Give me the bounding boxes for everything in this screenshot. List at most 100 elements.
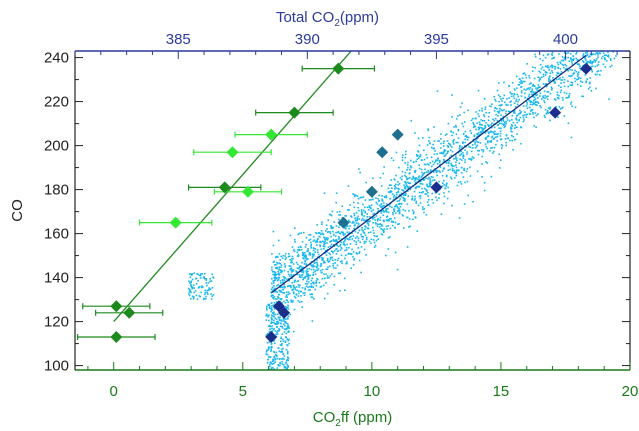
cloud-point bbox=[519, 116, 522, 119]
cloud-point bbox=[355, 243, 358, 246]
cloud-point bbox=[335, 239, 338, 242]
cloud-point bbox=[338, 232, 341, 235]
cloud-point bbox=[388, 204, 390, 206]
cloud-point bbox=[316, 224, 318, 226]
cloud-point bbox=[364, 228, 366, 231]
cloud-point bbox=[451, 150, 454, 153]
cloud-point bbox=[364, 211, 367, 214]
cloud-point bbox=[314, 270, 316, 273]
cloud-point bbox=[543, 99, 545, 102]
cloud-point bbox=[312, 240, 315, 242]
cloud-point bbox=[377, 210, 380, 212]
cloud-point bbox=[309, 234, 312, 236]
cloud-point bbox=[457, 169, 460, 171]
cloud-point bbox=[532, 96, 535, 98]
cloud-point bbox=[591, 16, 593, 18]
cloud-point bbox=[613, 29, 615, 31]
cloud-point bbox=[482, 149, 485, 151]
cloud-point bbox=[423, 187, 426, 190]
cloud-point bbox=[592, 53, 594, 55]
cloud-point bbox=[283, 328, 286, 330]
cloud-point bbox=[292, 263, 295, 265]
cloud-point bbox=[443, 179, 445, 182]
cloud-point bbox=[269, 356, 272, 358]
cloud-point bbox=[303, 277, 305, 279]
diamond-marker bbox=[580, 62, 593, 75]
cloud-point bbox=[346, 243, 348, 246]
cloud-point bbox=[528, 77, 531, 79]
cloud-point bbox=[483, 127, 486, 130]
cloud-point bbox=[339, 232, 342, 235]
cloud-point bbox=[395, 174, 397, 177]
x-top-axis-title-sub: 2 bbox=[334, 18, 340, 29]
cloud-point bbox=[419, 153, 422, 156]
cloud-point bbox=[540, 106, 542, 109]
cloud-point bbox=[484, 106, 487, 109]
cloud-point bbox=[481, 110, 483, 112]
cloud-point bbox=[284, 341, 287, 343]
cloud-point bbox=[485, 145, 487, 148]
cloud-point bbox=[608, 20, 610, 22]
cloud-point bbox=[386, 216, 388, 218]
cloud-point bbox=[310, 245, 312, 247]
cloud-point bbox=[309, 285, 311, 288]
cloud-point bbox=[389, 197, 391, 200]
cloud-point bbox=[563, 81, 565, 84]
cloud-point bbox=[586, 51, 588, 53]
cloud-point bbox=[404, 187, 407, 190]
cloud-point bbox=[347, 238, 350, 241]
cloud-point bbox=[500, 143, 503, 146]
cloud-point bbox=[422, 208, 424, 211]
cloud-point bbox=[428, 199, 430, 201]
cloud-point bbox=[457, 141, 459, 144]
cloud-point bbox=[473, 134, 476, 137]
cloud-point bbox=[364, 234, 367, 237]
cloud-point bbox=[265, 353, 268, 355]
cloud-point bbox=[592, 35, 594, 37]
cloud-point bbox=[468, 145, 470, 148]
cloud-point bbox=[280, 358, 283, 360]
cloud-point bbox=[404, 186, 407, 189]
cloud-point bbox=[291, 269, 293, 271]
cloud-point bbox=[292, 269, 295, 271]
cloud-point bbox=[284, 325, 286, 327]
cloud-point bbox=[512, 136, 515, 138]
cloud-point bbox=[271, 322, 273, 324]
cloud-point bbox=[282, 281, 284, 284]
cloud-point bbox=[584, 57, 587, 60]
x-top-axis-title: Total CO2(ppm) bbox=[276, 9, 379, 29]
cloud-point bbox=[523, 88, 525, 91]
cloud-point bbox=[614, 40, 616, 42]
cloud-point bbox=[510, 100, 512, 103]
cloud-point bbox=[556, 61, 559, 64]
cloud-point bbox=[362, 196, 365, 198]
cloud-point bbox=[301, 276, 303, 278]
cloud-point bbox=[569, 53, 572, 55]
cloud-point bbox=[386, 211, 388, 213]
cloud-point bbox=[431, 165, 433, 168]
cloud-point bbox=[601, 47, 603, 49]
cloud-point bbox=[539, 95, 541, 97]
cloud-point bbox=[208, 288, 210, 290]
cloud-point bbox=[312, 286, 314, 288]
cloud-point bbox=[590, 38, 592, 40]
cloud-point bbox=[531, 85, 534, 87]
cloud-point bbox=[443, 202, 445, 205]
cloud-point bbox=[552, 77, 554, 79]
cloud-point bbox=[304, 287, 306, 290]
cloud-point bbox=[187, 287, 190, 290]
cloud-point bbox=[356, 235, 358, 238]
cloud-point bbox=[582, 45, 584, 47]
cloud-point bbox=[315, 280, 318, 282]
cloud-point bbox=[393, 196, 395, 198]
cloud-point bbox=[269, 328, 271, 331]
cloud-point bbox=[559, 91, 562, 94]
cloud-point bbox=[582, 54, 584, 57]
cloud-point bbox=[292, 258, 294, 260]
cloud-point bbox=[596, 58, 598, 60]
cloud-point bbox=[479, 126, 481, 129]
cloud-point bbox=[532, 113, 534, 115]
cloud-point bbox=[287, 285, 289, 288]
cloud-point bbox=[291, 275, 293, 277]
cloud-point bbox=[287, 323, 289, 325]
